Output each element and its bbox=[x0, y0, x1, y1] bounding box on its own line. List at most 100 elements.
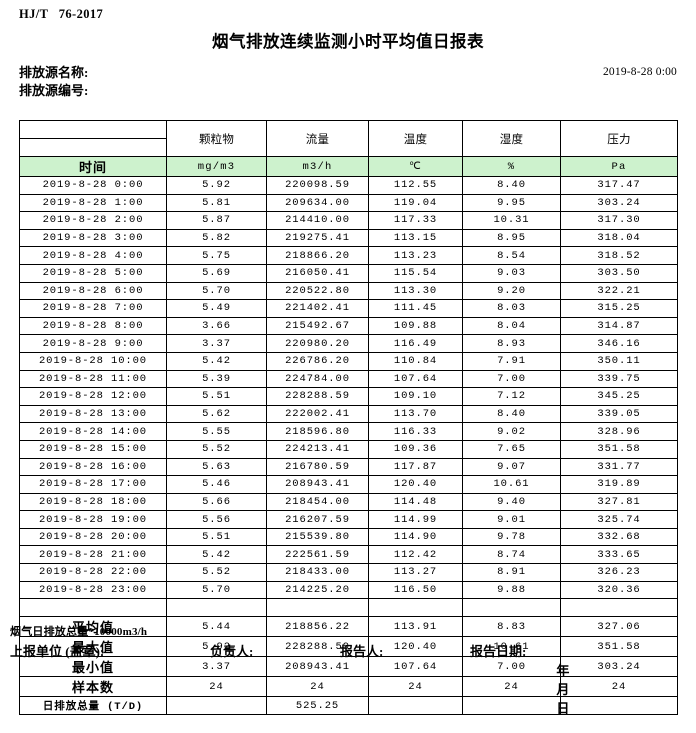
units-temperature: ℃ bbox=[368, 156, 463, 177]
cell-pressure: 351.58 bbox=[560, 439, 678, 459]
column-header-pressure: 压力 bbox=[560, 120, 678, 157]
table-row: 2019-8-28 14:00 5.55 218596.80 116.33 9.02 32… bbox=[19, 422, 678, 441]
summary-label: 最大值 bbox=[19, 636, 167, 658]
table-row: 2019-8-28 23:00 5.70 214225.20 116.50 9.88 32… bbox=[19, 580, 678, 600]
cell-time: 2019-8-28 7:00 bbox=[19, 299, 167, 318]
cell-particulate: 5.70 bbox=[166, 281, 267, 301]
cell-humidity: 8.04 bbox=[462, 316, 561, 336]
cell-time: 2019-8-28 9:00 bbox=[19, 334, 167, 353]
cell-temperature: 112.55 bbox=[368, 176, 463, 195]
cell-pressure: 303.50 bbox=[560, 263, 678, 283]
cell-humidity: 10.31 bbox=[462, 211, 561, 230]
summary-label: 平均值 bbox=[19, 616, 167, 638]
cell-particulate: 5.39 bbox=[166, 369, 267, 389]
cell-humidity: 8.93 bbox=[462, 334, 561, 353]
cell-temperature: 109.88 bbox=[368, 316, 463, 336]
standard-code: HJ/T 76-2017 bbox=[19, 7, 104, 21]
cell-particulate: 5.42 bbox=[166, 545, 267, 565]
cell-particulate: 5.52 bbox=[166, 439, 267, 459]
table-row: 2019-8-28 15:00 5.52 224213.41 109.36 7.65 35… bbox=[19, 439, 678, 459]
cell-temperature: 110.84 bbox=[368, 351, 463, 371]
spacer-cell bbox=[166, 598, 267, 618]
cell-particulate: 3.66 bbox=[166, 316, 267, 336]
cell-flow: 221402.41 bbox=[266, 299, 369, 318]
cell-temperature: 117.33 bbox=[368, 211, 463, 230]
cell-pressure: 350.11 bbox=[560, 351, 678, 371]
cell-pressure: 303.24 bbox=[560, 193, 678, 213]
hourly-average-report-table: 颗粒物 流量 温度 湿度 压力 时间 mg/m3 m3/h ℃ % Pa 201… bbox=[19, 120, 678, 715]
cell-pressure: 318.04 bbox=[560, 228, 678, 248]
cell-temperature: 114.99 bbox=[368, 510, 463, 529]
cell-time: 2019-8-28 21:00 bbox=[19, 545, 167, 565]
cell-flow: 218596.80 bbox=[266, 422, 369, 441]
cell-flow: 224213.41 bbox=[266, 439, 369, 459]
source-code-label: 排放源编号: bbox=[19, 83, 89, 98]
cell-humidity: 7.00 bbox=[462, 369, 561, 389]
table-row: 2019-8-28 8:00 3.66 215492.67 109.88 8.04 314… bbox=[19, 316, 678, 336]
spacer-cell bbox=[19, 598, 167, 618]
cell-particulate: 5.55 bbox=[166, 422, 267, 441]
cell-pressure: 339.05 bbox=[560, 404, 678, 424]
cell-temperature: 109.10 bbox=[368, 387, 463, 406]
cell-particulate: 5.46 bbox=[166, 475, 267, 494]
cell-particulate: 5.70 bbox=[166, 580, 267, 600]
cell-pressure: 317.30 bbox=[560, 211, 678, 230]
cell-particulate: 5.63 bbox=[166, 457, 267, 477]
summary-flow: 218856.22 bbox=[266, 616, 369, 638]
column-header-flow: 流量 bbox=[266, 120, 369, 157]
cell-temperature: 107.64 bbox=[368, 369, 463, 389]
cell-flow: 228288.59 bbox=[266, 387, 369, 406]
cell-time: 2019-8-28 13:00 bbox=[19, 404, 167, 424]
table-row: 2019-8-28 5:00 5.69 216050.41 115.54 9.03 303… bbox=[19, 263, 678, 283]
cell-time: 2019-8-28 3:00 bbox=[19, 228, 167, 248]
cell-temperature: 113.23 bbox=[368, 246, 463, 265]
cell-pressure: 328.96 bbox=[560, 422, 678, 441]
cell-flow: 214225.20 bbox=[266, 580, 369, 600]
cell-time: 2019-8-28 23:00 bbox=[19, 580, 167, 600]
cell-particulate: 5.49 bbox=[166, 299, 267, 318]
cell-time: 2019-8-28 8:00 bbox=[19, 316, 167, 336]
cell-time: 2019-8-28 0:00 bbox=[19, 176, 167, 195]
page-title: 烟气排放连续监测小时平均值日报表 bbox=[212, 32, 484, 51]
table-row: 2019-8-28 4:00 5.75 218866.20 113.23 8.54 318… bbox=[19, 246, 678, 265]
source-name-label: 排放源名称: bbox=[19, 65, 89, 80]
cell-particulate: 5.56 bbox=[166, 510, 267, 529]
cell-time: 2019-8-28 6:00 bbox=[19, 281, 167, 301]
month-label: 月 bbox=[556, 682, 570, 697]
table-row: 2019-8-28 16:00 5.63 216780.59 117.87 9.07 33… bbox=[19, 457, 678, 477]
cell-humidity: 8.03 bbox=[462, 299, 561, 318]
table-header-row-top: 颗粒物 流量 温度 湿度 压力 bbox=[19, 120, 678, 157]
header-blank-bottom bbox=[19, 138, 167, 157]
cell-flow: 219275.41 bbox=[266, 228, 369, 248]
table-row: 2019-8-28 10:00 5.42 226786.20 110.84 7.91 35… bbox=[19, 351, 678, 371]
cell-particulate: 5.51 bbox=[166, 527, 267, 547]
cell-time: 2019-8-28 5:00 bbox=[19, 263, 167, 283]
cell-pressure: 322.21 bbox=[560, 281, 678, 301]
cell-time: 2019-8-28 16:00 bbox=[19, 457, 167, 477]
cell-flow: 218433.00 bbox=[266, 563, 369, 582]
table-row: 2019-8-28 2:00 5.87 214410.00 117.33 10.31 31… bbox=[19, 211, 678, 230]
cell-temperature: 120.40 bbox=[368, 475, 463, 494]
spacer-row bbox=[19, 598, 678, 618]
report-date-label: 报告日期: bbox=[470, 644, 527, 659]
cell-particulate: 5.75 bbox=[166, 246, 267, 265]
cell-humidity: 9.01 bbox=[462, 510, 561, 529]
spacer-cell bbox=[368, 598, 463, 618]
cell-humidity: 8.91 bbox=[462, 563, 561, 582]
cell-particulate: 5.69 bbox=[166, 263, 267, 283]
cell-temperature: 119.04 bbox=[368, 193, 463, 213]
cell-flow: 218866.20 bbox=[266, 246, 369, 265]
units-pressure: Pa bbox=[560, 156, 678, 177]
summary-row: 平均值 5.44 218856.22 113.91 8.83 327.06 bbox=[19, 616, 678, 638]
cell-time: 2019-8-28 12:00 bbox=[19, 387, 167, 406]
cell-pressure: 320.36 bbox=[560, 580, 678, 600]
cell-pressure: 332.68 bbox=[560, 527, 678, 547]
cell-flow: 226786.20 bbox=[266, 351, 369, 371]
cell-time: 2019-8-28 1:00 bbox=[19, 193, 167, 213]
table-row: 2019-8-28 12:00 5.51 228288.59 109.10 7.12 34… bbox=[19, 387, 678, 406]
table-row: 2019-8-28 9:00 3.37 220980.20 116.49 8.93 346… bbox=[19, 334, 678, 353]
cell-humidity: 8.54 bbox=[462, 246, 561, 265]
day-label: 日 bbox=[556, 701, 570, 716]
cell-flow: 220098.59 bbox=[266, 176, 369, 195]
cell-humidity: 7.65 bbox=[462, 439, 561, 459]
